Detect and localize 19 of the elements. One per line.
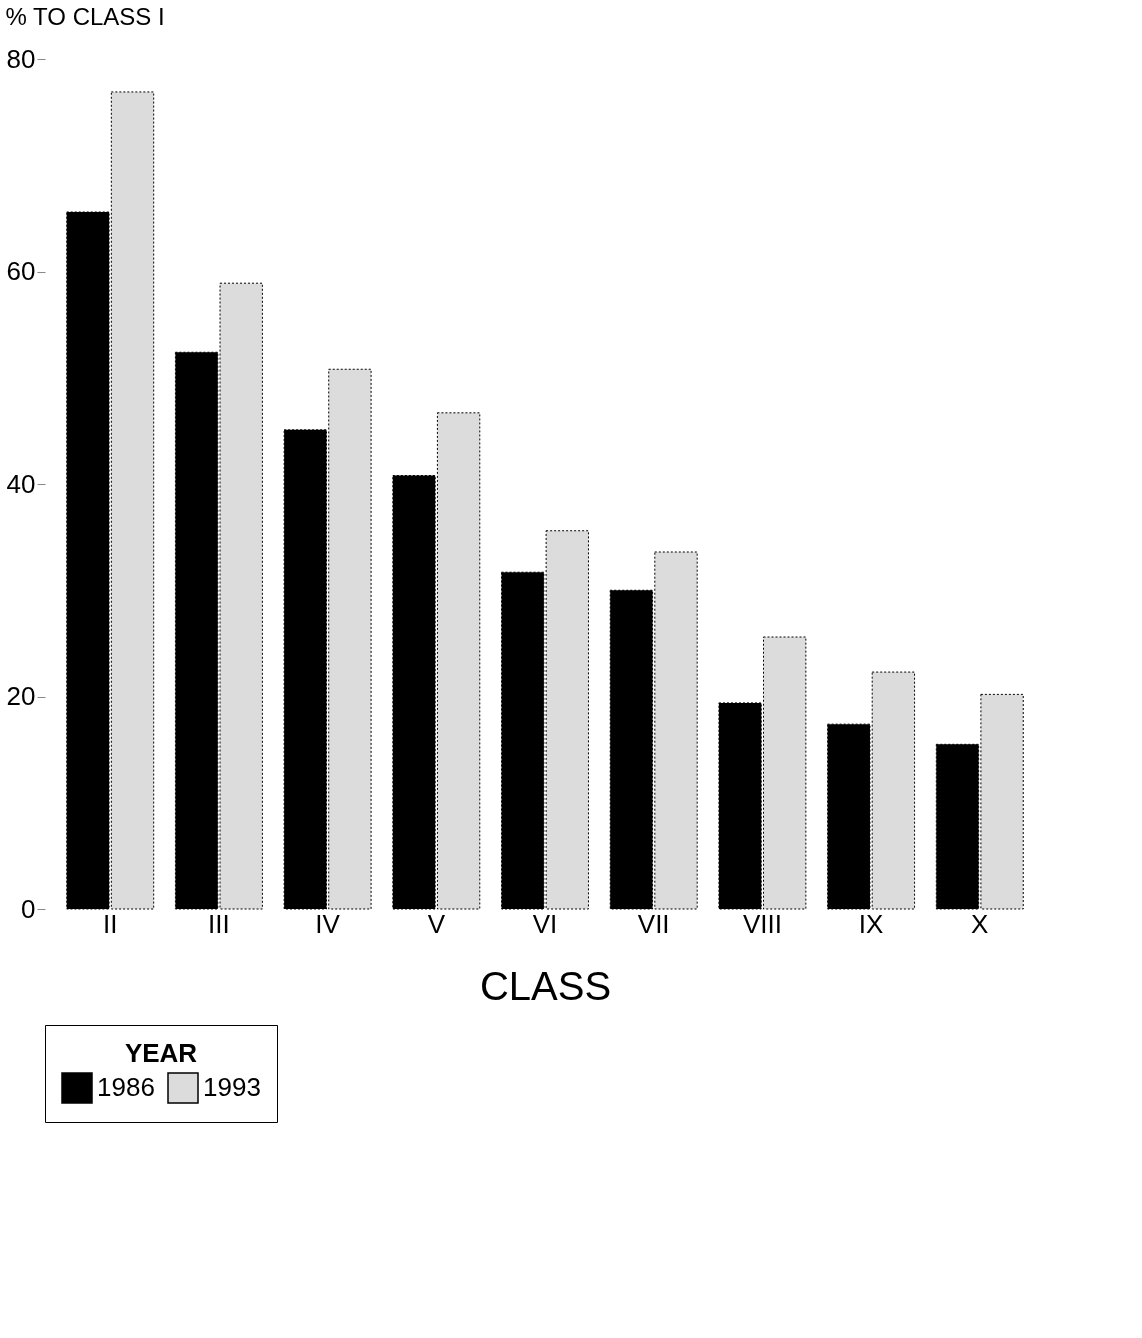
x-tick-label: VI (532, 908, 558, 939)
y-tick-label: 60 (6, 256, 36, 286)
y-axis-title: % TO CLASS I (5, 2, 165, 30)
legend-label: 1986 (97, 1072, 155, 1102)
y-tick-label: 80 (6, 43, 36, 74)
x-tick-label: IV (315, 908, 341, 939)
x-axis-title: CLASS (479, 963, 612, 1008)
y-tick-label: 20 (6, 681, 36, 711)
x-tick-label: II (102, 908, 118, 939)
legend-title: YEAR (124, 1038, 198, 1068)
y-tick-label: 40 (6, 468, 36, 499)
x-tick-label: III (208, 908, 230, 939)
x-tick-label: V (427, 908, 446, 939)
legend-label: 1993 (203, 1072, 261, 1102)
y-tick-label: 0 (21, 893, 36, 924)
x-tick-label: X (971, 908, 989, 939)
x-tick-label: VII (637, 908, 670, 939)
x-tick-label: IX (858, 908, 884, 939)
x-tick-label: VIII (742, 908, 782, 939)
